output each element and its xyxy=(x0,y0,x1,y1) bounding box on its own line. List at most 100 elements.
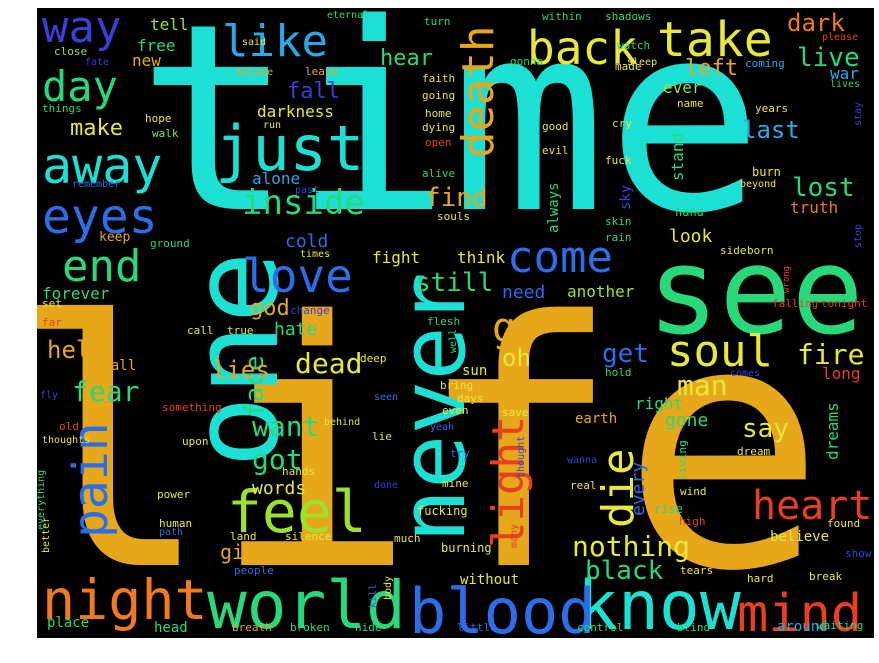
word-born: born xyxy=(747,244,774,257)
word-control: control xyxy=(577,621,624,634)
word-eternal: eternal xyxy=(327,10,370,21)
word-rise: rise xyxy=(654,502,683,516)
word-cloud: time life see one never know world blood… xyxy=(37,8,874,638)
word-change: change xyxy=(290,304,330,317)
word-wind: wind xyxy=(680,485,707,498)
word-much: much xyxy=(394,532,421,545)
word-burn: burn xyxy=(752,165,781,179)
word-gonna: gonna xyxy=(510,55,544,68)
word-alone: alone xyxy=(252,169,301,188)
word-said: said xyxy=(242,37,267,48)
word-past: past xyxy=(295,185,320,196)
word-home: home xyxy=(425,107,452,120)
word-blood: blood xyxy=(409,575,596,639)
word-behind: behind xyxy=(324,417,361,428)
word-stand: stand xyxy=(668,132,687,181)
word-breath: breath xyxy=(232,621,272,634)
word-without: without xyxy=(460,572,520,588)
word-comes: comes xyxy=(730,368,761,379)
word-always: always xyxy=(546,182,562,233)
word-made: made xyxy=(615,60,642,73)
word-little: little xyxy=(457,621,497,634)
word-rain: rain xyxy=(605,231,632,244)
word-think: think xyxy=(457,248,506,267)
word-leave: leave xyxy=(305,65,339,78)
word-hard: hard xyxy=(747,572,774,585)
word-hear: hear xyxy=(380,46,433,71)
word-power: power xyxy=(157,488,191,501)
word-set: set xyxy=(42,297,62,310)
word-say: say xyxy=(742,414,789,444)
word-kill: kill xyxy=(368,583,379,608)
word-head: head xyxy=(154,620,188,636)
word-believe: believe xyxy=(770,529,830,545)
word-fight: fight xyxy=(372,248,421,267)
word-save: save xyxy=(502,406,529,419)
word-thought: thought xyxy=(516,435,527,478)
word-hands: hands xyxy=(282,465,316,478)
word-seen: seen xyxy=(374,392,399,403)
word-even: even xyxy=(442,404,469,417)
word-get: get xyxy=(602,339,649,369)
word-hide: hide xyxy=(355,621,382,634)
word-live: live xyxy=(797,43,860,73)
word-become: become xyxy=(237,67,274,78)
word-heart: heart xyxy=(752,483,873,529)
word-fire: fire xyxy=(797,338,865,371)
word-tonight: tonight xyxy=(821,297,868,310)
word-open: open xyxy=(425,136,452,149)
word-see: see xyxy=(647,223,864,362)
word-keep: keep xyxy=(99,230,131,245)
word-break: break xyxy=(809,570,843,583)
word-got: got xyxy=(252,443,303,476)
word-years: years xyxy=(755,102,789,115)
word-side: side xyxy=(720,244,747,257)
word-something: something xyxy=(162,401,222,414)
word-remember: remember xyxy=(72,179,121,190)
word-death: death xyxy=(453,25,504,158)
word-away: away xyxy=(42,137,163,195)
word-night: night xyxy=(42,568,208,632)
word-lie: lie xyxy=(372,430,392,443)
word-world: world xyxy=(207,567,406,639)
word-times: times xyxy=(300,249,331,260)
word-dark: dark xyxy=(787,9,845,37)
word-end: end xyxy=(62,241,142,292)
word-coming: coming xyxy=(745,57,785,70)
word-wrong: wrong xyxy=(782,265,792,293)
word-right: right xyxy=(635,394,684,413)
word-still: still xyxy=(415,268,494,298)
word-please: please xyxy=(822,32,859,43)
word-eyes: eyes xyxy=(42,189,158,245)
word-every: every xyxy=(628,461,649,516)
word-hand: hand xyxy=(675,205,704,219)
word-dead: dead xyxy=(295,347,363,380)
word-come: come xyxy=(507,232,613,283)
word-fuck: fuck xyxy=(605,154,632,167)
word-long: long xyxy=(822,364,861,383)
word-left: left xyxy=(685,56,738,81)
word-dream: dream xyxy=(737,445,771,458)
word-days: days xyxy=(457,392,484,405)
word-oh: oh xyxy=(502,344,531,372)
word-words: words xyxy=(252,478,307,499)
word-old: old xyxy=(59,420,79,433)
word-good: good xyxy=(542,120,569,133)
word-truth: truth xyxy=(790,198,839,217)
word-mine: mine xyxy=(442,477,469,490)
word-know: know xyxy=(577,567,741,639)
word-cold: cold xyxy=(285,231,329,252)
word-way: way xyxy=(42,8,122,53)
word-deep: deep xyxy=(360,352,387,365)
word-wanna: wanna xyxy=(567,455,598,466)
word-another: another xyxy=(567,282,635,301)
word-yeah: yeah xyxy=(430,422,455,433)
word-take: take xyxy=(657,12,773,68)
word-thoughts: thoughts xyxy=(42,435,91,446)
word-life: life xyxy=(37,250,826,638)
word-hope: hope xyxy=(145,112,172,125)
word-last: last xyxy=(742,116,800,144)
word-just: just xyxy=(215,112,365,185)
word-body: body xyxy=(383,575,394,600)
word-people: people xyxy=(234,564,274,577)
